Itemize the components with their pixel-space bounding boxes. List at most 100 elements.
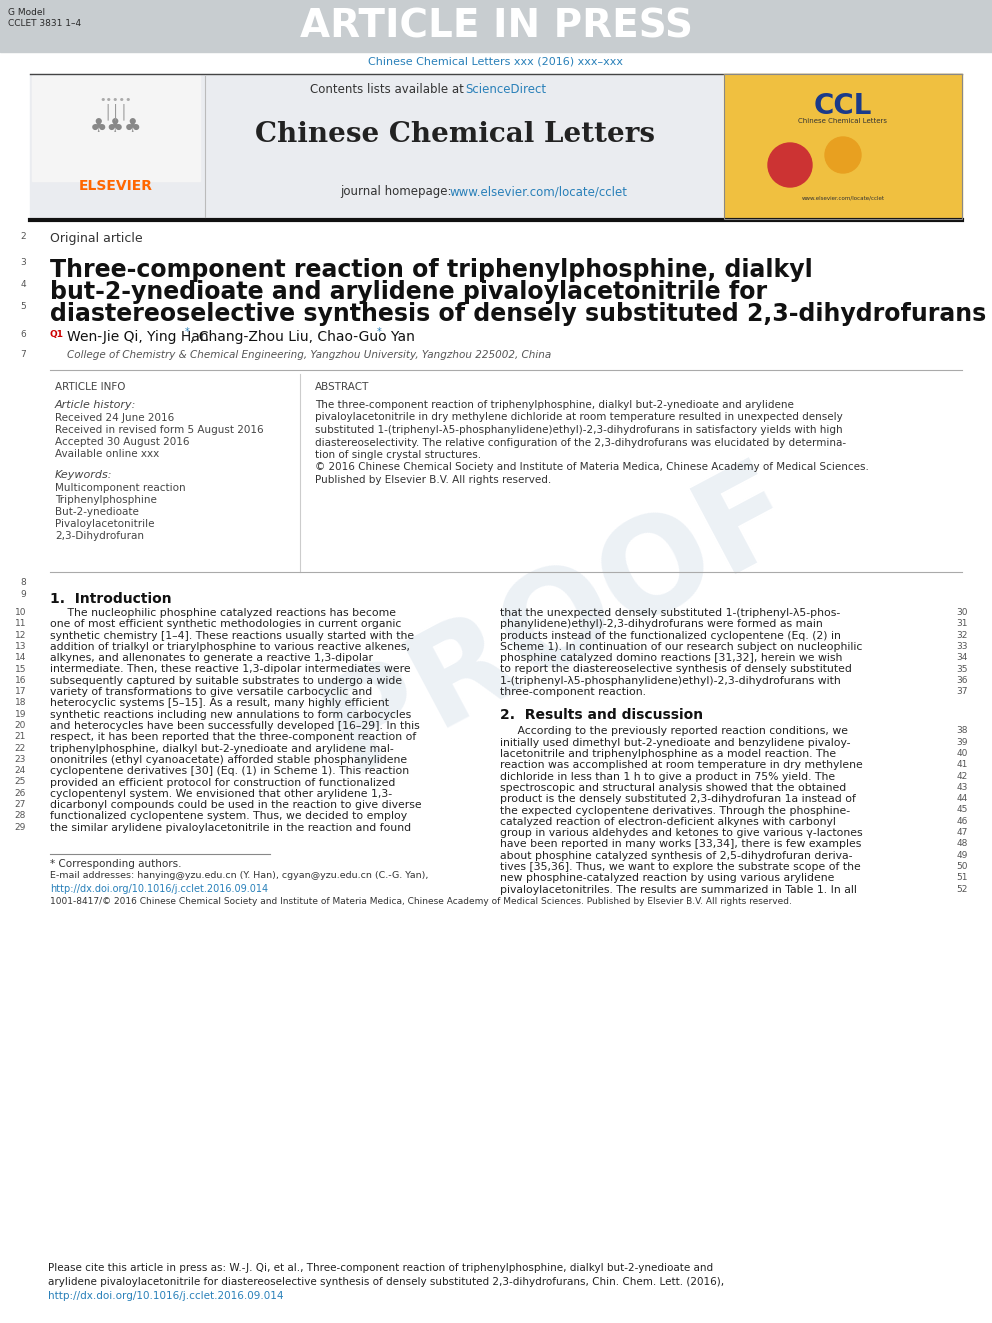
Text: © 2016 Chinese Chemical Society and Institute of Materia Medica, Chinese Academy: © 2016 Chinese Chemical Society and Inst… <box>315 463 869 472</box>
Text: 30: 30 <box>956 609 968 617</box>
Text: 47: 47 <box>956 828 968 837</box>
Text: 6: 6 <box>20 329 26 339</box>
Text: provided an efficient protocol for construction of functionalized: provided an efficient protocol for const… <box>50 778 396 787</box>
Text: tion of single crystal structures.: tion of single crystal structures. <box>315 450 481 460</box>
Text: 51: 51 <box>956 873 968 882</box>
Text: group in various aldehydes and ketones to give various γ-lactones: group in various aldehydes and ketones t… <box>500 828 863 837</box>
Text: 37: 37 <box>956 687 968 696</box>
Text: 25: 25 <box>15 778 26 786</box>
Bar <box>32 75 200 181</box>
Circle shape <box>825 138 861 173</box>
Text: Wen-Jie Qi, Ying Han: Wen-Jie Qi, Ying Han <box>67 329 208 344</box>
Text: 4: 4 <box>21 280 26 288</box>
Text: journal homepage:: journal homepage: <box>340 185 455 198</box>
Text: http://dx.doi.org/10.1016/j.cclet.2016.09.014: http://dx.doi.org/10.1016/j.cclet.2016.0… <box>50 884 268 894</box>
Text: Published by Elsevier B.V. All rights reserved.: Published by Elsevier B.V. All rights re… <box>315 475 552 486</box>
Text: Three-component reaction of triphenylphosphine, dialkyl: Three-component reaction of triphenylpho… <box>50 258 812 282</box>
Text: Chinese Chemical Letters: Chinese Chemical Letters <box>255 122 655 148</box>
Text: 46: 46 <box>956 816 968 826</box>
Bar <box>724 74 962 220</box>
Text: *: * <box>377 327 382 337</box>
Text: have been reported in many works [33,34], there is few examples: have been reported in many works [33,34]… <box>500 839 861 849</box>
Text: Original article: Original article <box>50 232 143 245</box>
Text: heterocyclic systems [5–15]. As a result, many highly efficient: heterocyclic systems [5–15]. As a result… <box>50 699 389 708</box>
Text: pivaloylacetonitriles. The results are summarized in Table 1. In all: pivaloylacetonitriles. The results are s… <box>500 885 857 894</box>
Text: 26: 26 <box>15 789 26 798</box>
Text: catalyzed reaction of electron-deficient alkynes with carbonyl: catalyzed reaction of electron-deficient… <box>500 816 836 827</box>
Text: Received in revised form 5 August 2016: Received in revised form 5 August 2016 <box>55 425 264 435</box>
Text: 18: 18 <box>15 699 26 708</box>
Circle shape <box>768 143 812 187</box>
Text: 20: 20 <box>15 721 26 730</box>
Text: that the unexpected densely substituted 1-(triphenyl-λ5-phos-: that the unexpected densely substituted … <box>500 609 840 618</box>
Text: Accepted 30 August 2016: Accepted 30 August 2016 <box>55 437 189 447</box>
Text: 22: 22 <box>15 744 26 753</box>
Text: functionalized cyclopentene system. Thus, we decided to employ: functionalized cyclopentene system. Thus… <box>50 811 407 822</box>
Text: * Corresponding authors.: * Corresponding authors. <box>50 859 182 869</box>
Text: 1-(triphenyl-λ5-phosphanylidene)ethyl)-2,3-dihydrofurans with: 1-(triphenyl-λ5-phosphanylidene)ethyl)-2… <box>500 676 841 685</box>
Text: According to the previously reported reaction conditions, we: According to the previously reported rea… <box>500 726 848 737</box>
Text: http://dx.doi.org/10.1016/j.cclet.2016.09.014: http://dx.doi.org/10.1016/j.cclet.2016.0… <box>48 1291 284 1301</box>
Text: spectroscopic and structural analysis showed that the obtained: spectroscopic and structural analysis sh… <box>500 783 846 792</box>
Bar <box>28 1256 964 1312</box>
Text: 52: 52 <box>956 885 968 893</box>
Text: 3: 3 <box>20 258 26 267</box>
Text: synthetic reactions including new annulations to form carbocycles: synthetic reactions including new annula… <box>50 709 412 720</box>
Text: 13: 13 <box>15 642 26 651</box>
Text: dichloride in less than 1 h to give a product in 75% yield. The: dichloride in less than 1 h to give a pr… <box>500 771 835 782</box>
Text: 10: 10 <box>15 609 26 617</box>
Text: 43: 43 <box>956 783 968 792</box>
Bar <box>724 74 962 220</box>
Text: 15: 15 <box>15 664 26 673</box>
Text: CCLET 3831 1–4: CCLET 3831 1–4 <box>8 19 81 28</box>
Text: cyclopentene derivatives [30] (Eq. (1) in Scheme 1). This reaction: cyclopentene derivatives [30] (Eq. (1) i… <box>50 766 409 777</box>
Text: one of most efficient synthetic methodologies in current organic: one of most efficient synthetic methodol… <box>50 619 402 630</box>
Text: Triphenylphosphine: Triphenylphosphine <box>55 495 157 505</box>
Text: the expected cyclopentene derivatives. Through the phosphine-: the expected cyclopentene derivatives. T… <box>500 806 850 815</box>
Text: diastereoselectivity. The relative configuration of the 2,3-dihydrofurans was el: diastereoselectivity. The relative confi… <box>315 438 846 447</box>
Text: 29: 29 <box>15 823 26 832</box>
Text: 11: 11 <box>15 619 26 628</box>
Text: www.elsevier.com/locate/cclet: www.elsevier.com/locate/cclet <box>802 194 885 200</box>
Text: product is the densely substituted 2,3-dihydrofuran 1a instead of: product is the densely substituted 2,3-d… <box>500 794 856 804</box>
Text: ScienceDirect: ScienceDirect <box>465 83 547 97</box>
Text: Keywords:: Keywords: <box>55 470 112 480</box>
Text: 9: 9 <box>20 590 26 599</box>
Text: 35: 35 <box>956 664 968 673</box>
Text: •••••: ••••• <box>100 95 132 105</box>
Text: 2: 2 <box>21 232 26 241</box>
Text: synthetic chemistry [1–4]. These reactions usually started with the: synthetic chemistry [1–4]. These reactio… <box>50 631 414 640</box>
Text: about phosphine catalyzed synthesis of 2,5-dihydrofuran deriva-: about phosphine catalyzed synthesis of 2… <box>500 851 852 861</box>
Text: 17: 17 <box>15 687 26 696</box>
Bar <box>0 0 992 52</box>
Text: 7: 7 <box>20 351 26 359</box>
Text: G Model: G Model <box>8 8 45 17</box>
Text: products instead of the functionalized cyclopentene (Eq. (2) in: products instead of the functionalized c… <box>500 631 841 640</box>
Text: PROOF: PROOF <box>304 443 816 796</box>
Text: and heterocycles have been successfully developed [16–29]. In this: and heterocycles have been successfully … <box>50 721 420 732</box>
Text: 50: 50 <box>956 863 968 871</box>
Text: 5: 5 <box>20 302 26 311</box>
Text: tives [35,36]. Thus, we want to explore the substrate scope of the: tives [35,36]. Thus, we want to explore … <box>500 863 861 872</box>
Text: 48: 48 <box>956 839 968 848</box>
Text: 23: 23 <box>15 755 26 763</box>
Text: , Chang-Zhou Liu, Chao-Guo Yan: , Chang-Zhou Liu, Chao-Guo Yan <box>190 329 415 344</box>
Text: 45: 45 <box>956 806 968 815</box>
Text: 12: 12 <box>15 631 26 639</box>
Text: Pivaloylacetonitrile: Pivaloylacetonitrile <box>55 519 155 529</box>
Text: three-component reaction.: three-component reaction. <box>500 687 646 697</box>
Text: alkynes, and allenonates to generate a reactive 1,3-dipolar: alkynes, and allenonates to generate a r… <box>50 654 373 663</box>
Text: E-mail addresses: hanying@yzu.edu.cn (Y. Han), cgyan@yzu.edu.cn (C.-G. Yan),: E-mail addresses: hanying@yzu.edu.cn (Y.… <box>50 871 429 880</box>
Text: But-2-ynedioate: But-2-ynedioate <box>55 507 139 517</box>
Text: College of Chemistry & Chemical Engineering, Yangzhou University, Yangzhou 22500: College of Chemistry & Chemical Engineer… <box>67 351 552 360</box>
Text: 16: 16 <box>15 676 26 685</box>
Text: ABSTRACT: ABSTRACT <box>315 382 369 392</box>
Text: 8: 8 <box>20 578 26 587</box>
Text: the similar arylidene pivaloylacetonitrile in the reaction and found: the similar arylidene pivaloylacetonitri… <box>50 823 411 832</box>
Text: 2,3-Dihydrofuran: 2,3-Dihydrofuran <box>55 531 144 541</box>
Text: Contents lists available at: Contents lists available at <box>310 83 467 97</box>
Text: 27: 27 <box>15 800 26 810</box>
Text: initially used dimethyl but-2-ynedioate and benzylidene pivaloy-: initially used dimethyl but-2-ynedioate … <box>500 738 850 747</box>
Text: The three-component reaction of triphenylphosphine, dialkyl but-2-ynedioate and : The three-component reaction of tripheny… <box>315 400 794 410</box>
Text: reaction was accomplished at room temperature in dry methylene: reaction was accomplished at room temper… <box>500 761 863 770</box>
